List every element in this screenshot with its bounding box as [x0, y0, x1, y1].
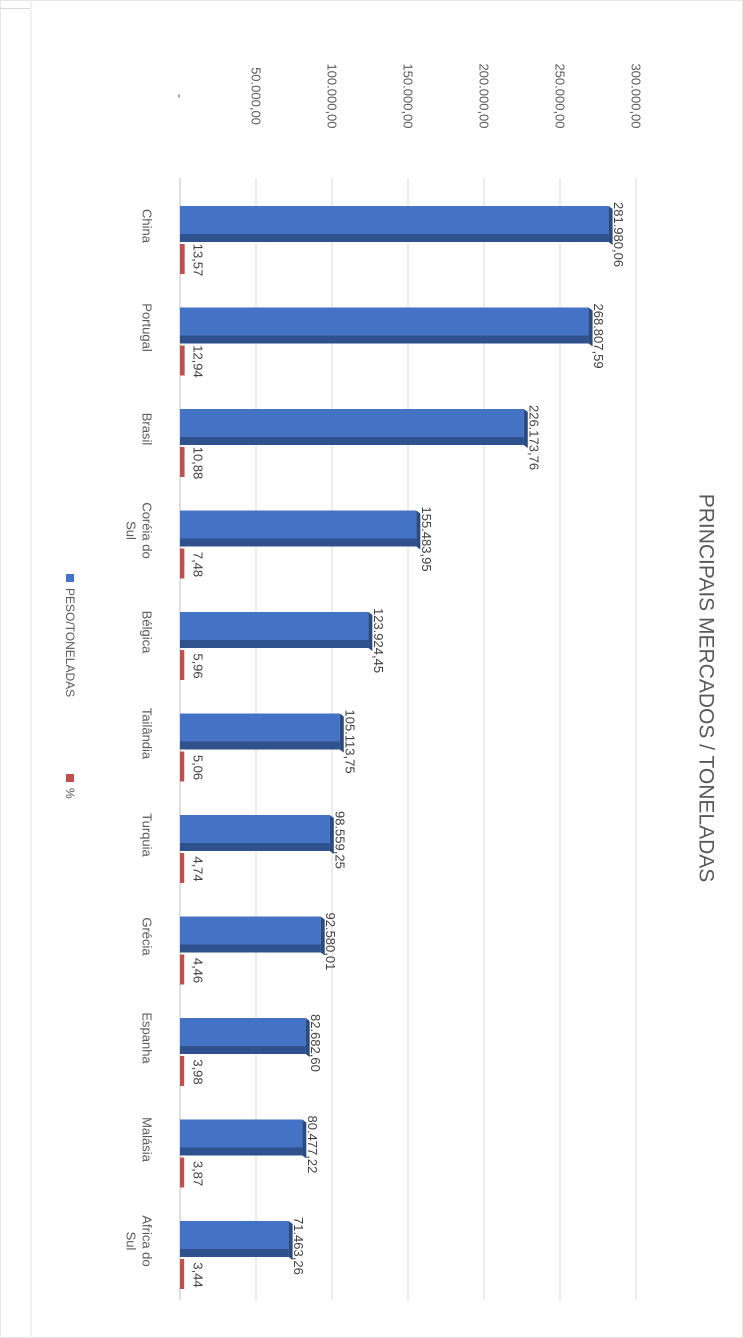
data-label-percent: 5,06: [191, 755, 206, 780]
bar-peso-side: [368, 612, 373, 651]
data-label-peso: 105.113,75: [342, 710, 357, 774]
bar-peso-shade: [180, 843, 330, 851]
page-corner-line: [0, 8, 30, 9]
value-axis-tick-label: 300.000,00: [629, 63, 644, 128]
bar-peso-shade: [180, 234, 609, 242]
category-label: Espanha: [140, 1012, 155, 1064]
value-axis-tick-label: 50.000,00: [249, 67, 264, 125]
data-label-percent: 5,96: [191, 653, 206, 678]
value-axis-tick-label: 250.000,00: [553, 63, 568, 128]
legend: PESO/TONELADAS%: [63, 574, 77, 799]
data-label-percent: 13,57: [191, 244, 206, 277]
category-label: Coréia do: [140, 502, 155, 558]
bars-peso: [180, 206, 613, 1260]
category-label: China: [140, 209, 155, 244]
data-label-percent: 12,94: [191, 345, 206, 378]
category-label: Grécia: [140, 917, 155, 956]
bar-percent: [180, 447, 185, 477]
data-label-peso: 92.580,01: [323, 913, 338, 971]
data-label-percent: 3,98: [191, 1059, 206, 1084]
bar-peso-shade: [180, 1249, 289, 1257]
bar-percent: [180, 345, 185, 376]
value-axis-tick-labels: - 50.000,00 100.000,00 150.000,00 200.000,00…: [173, 63, 644, 128]
bar-peso-shade: [180, 538, 417, 547]
data-label-peso: 98.559,25: [332, 811, 347, 869]
data-label-peso: 82.682,60: [308, 1014, 323, 1072]
bar-peso-side: [523, 409, 528, 448]
bar-peso-side: [320, 916, 325, 956]
bar-peso-side: [329, 815, 334, 854]
data-label-percent: 3,44: [191, 1262, 206, 1287]
bar-peso-shade: [180, 944, 321, 953]
data-label-percent: 7,48: [191, 552, 206, 577]
bar-peso-side: [608, 206, 613, 245]
data-label-percent: 10,88: [191, 447, 206, 480]
category-label: Bélgica: [140, 611, 155, 654]
value-axis-tick-label: 100.000,00: [325, 63, 340, 128]
category-label: Portugal: [140, 303, 155, 352]
data-label-peso: 268.807,59: [591, 304, 606, 369]
value-axis-tick-label: -: [173, 94, 188, 98]
category-label: Africa do: [140, 1215, 155, 1266]
bar-peso-side: [416, 510, 421, 550]
data-label-peso: 80.477,22: [305, 1116, 320, 1174]
data-label-percent: 4,46: [191, 958, 206, 983]
data-label-peso: 123.924,45: [371, 608, 386, 673]
data-label-percent: 4,74: [191, 856, 206, 881]
bar-percent: [180, 751, 185, 782]
category-label: Sul: [124, 521, 139, 540]
bar-peso-side: [302, 1119, 307, 1159]
bar-peso-shade: [180, 1147, 303, 1156]
bar-peso-side: [288, 1221, 293, 1260]
category-label: Tailândia: [140, 708, 155, 760]
category-label: Turquia: [140, 813, 155, 857]
bars-percent: [180, 244, 185, 1289]
legend-label-percent: %: [63, 788, 77, 799]
bar-peso-shade: [180, 640, 369, 648]
bar-peso-side: [588, 307, 593, 347]
data-labels: 281.980,06 13,57 268.807,59 12,94 226.173,76…: [191, 202, 627, 1288]
bar-peso-shade: [180, 437, 524, 445]
data-label-peso: 226.173,76: [526, 405, 541, 470]
bar-percent: [180, 244, 185, 274]
value-axis-tick-label: 150.000,00: [401, 63, 416, 128]
bar-percent: [180, 1157, 185, 1188]
bar-peso-side: [339, 713, 344, 753]
data-label-percent: 3,87: [191, 1161, 206, 1186]
bar-percent: [180, 853, 185, 883]
data-label-peso: 71.463,26: [291, 1217, 306, 1275]
category-label: Malásia: [140, 1117, 155, 1163]
value-axis-tick-label: 200.000,00: [477, 63, 492, 128]
bar-percent: [180, 1259, 185, 1289]
bar-percent: [180, 548, 185, 579]
bar-peso-shade: [180, 1046, 306, 1054]
legend-swatch-percent: [66, 774, 74, 782]
bar-percent: [180, 650, 185, 680]
data-label-peso: 155.483,95: [419, 507, 434, 572]
bar-peso-shade: [180, 741, 340, 750]
bar-percent: [180, 954, 185, 985]
bar-peso-shade: [180, 335, 589, 344]
bar-percent: [180, 1056, 185, 1086]
page-edge: [30, 0, 32, 1338]
bar-peso-side: [305, 1018, 310, 1057]
category-label: Brasil: [140, 413, 155, 446]
chart-title: PRINCIPAIS MERCADOS / TONELADAS: [695, 494, 718, 883]
legend-swatch-peso: [66, 574, 74, 582]
category-label: Sul: [124, 1232, 139, 1251]
legend-label-peso: PESO/TONELADAS: [63, 588, 77, 697]
data-label-peso: 281.980,06: [611, 202, 626, 267]
